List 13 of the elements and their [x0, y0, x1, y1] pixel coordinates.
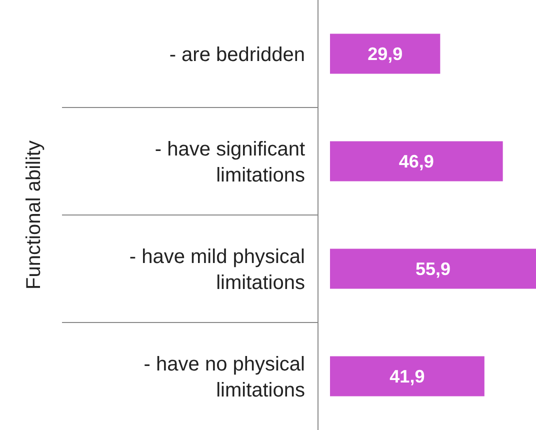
bar: [330, 34, 440, 74]
y-tick-label: - have significant limitations: [154, 138, 306, 186]
data-label: 41,9: [390, 366, 425, 387]
bar: [330, 356, 484, 396]
y-tick-label: - have no physical limitations: [144, 353, 305, 402]
y-tick-label: - have mild physical limitations: [129, 246, 305, 294]
y-axis-title: Functional ability: [23, 140, 45, 290]
data-label: 29,9: [368, 44, 403, 64]
bar: [330, 248, 536, 289]
data-label: 46,9: [398, 152, 434, 172]
bar: [330, 141, 503, 182]
y-tick-label: - are bedridden: [169, 44, 305, 66]
data-label: 55,9: [415, 259, 451, 280]
